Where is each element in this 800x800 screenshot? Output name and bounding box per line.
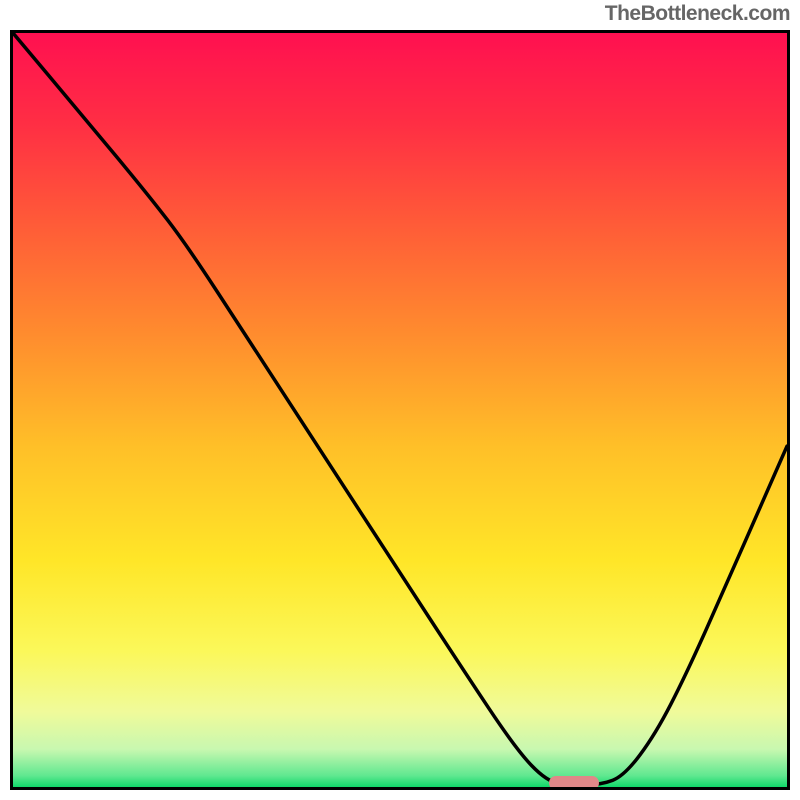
attribution-text: TheBottleneck.com — [605, 2, 790, 26]
chart-frame — [10, 30, 790, 790]
bottleneck-curve — [13, 33, 787, 787]
optimal-marker — [549, 776, 599, 790]
